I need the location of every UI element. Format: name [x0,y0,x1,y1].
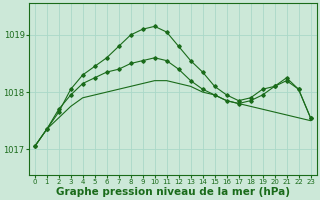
X-axis label: Graphe pression niveau de la mer (hPa): Graphe pression niveau de la mer (hPa) [56,187,290,197]
